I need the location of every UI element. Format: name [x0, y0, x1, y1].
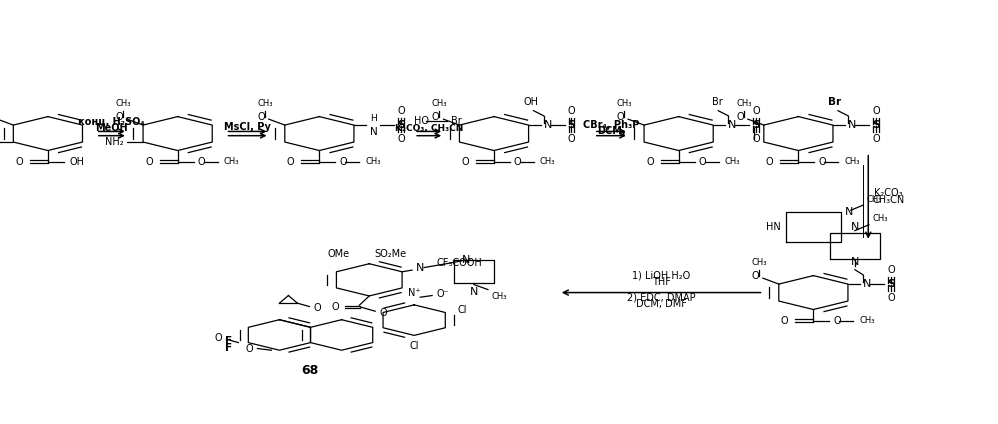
Text: O: O — [331, 302, 339, 312]
Text: CBr₄, Ph₃P: CBr₄, Ph₃P — [583, 120, 640, 130]
Text: O: O — [752, 134, 759, 145]
Text: Br: Br — [712, 97, 723, 107]
Text: O: O — [15, 156, 23, 167]
Text: O: O — [818, 156, 826, 167]
Text: O⁻: O⁻ — [436, 289, 449, 299]
Text: O: O — [872, 134, 879, 145]
Text: O: O — [246, 343, 253, 354]
Text: N: N — [848, 120, 856, 130]
Text: S: S — [887, 279, 895, 289]
Text: HO: HO — [414, 116, 429, 126]
Text: O: O — [646, 156, 654, 167]
Text: O: O — [286, 156, 294, 167]
Text: 68: 68 — [300, 365, 318, 377]
Text: CH₃: CH₃ — [725, 157, 741, 166]
Text: CH₃: CH₃ — [859, 316, 875, 325]
Text: O: O — [116, 112, 123, 123]
Text: N: N — [850, 257, 859, 267]
Text: O: O — [198, 156, 206, 167]
Text: K₂CO₃, CH₃CN: K₂CO₃, CH₃CN — [395, 124, 463, 133]
Text: CH₃: CH₃ — [224, 157, 240, 166]
Text: CH₃: CH₃ — [492, 292, 507, 301]
Text: CH₃: CH₃ — [737, 99, 751, 108]
Text: Cl: Cl — [409, 341, 419, 351]
Text: O: O — [379, 308, 387, 318]
Text: O: O — [617, 112, 624, 123]
Text: O: O — [765, 156, 773, 167]
Text: THF: THF — [652, 277, 671, 287]
Text: NH₂: NH₂ — [106, 137, 124, 147]
Text: O: O — [833, 315, 841, 326]
Text: конц. H₂SO₄: конц. H₂SO₄ — [79, 117, 145, 127]
Text: CH₃: CH₃ — [257, 99, 272, 108]
Text: S: S — [568, 120, 576, 130]
Text: O: O — [397, 106, 404, 116]
Text: MeOH: MeOH — [96, 123, 128, 134]
Text: O: O — [872, 106, 879, 116]
Text: K₂CO₃: K₂CO₃ — [874, 188, 902, 198]
Text: CF₃COOH: CF₃COOH — [436, 258, 482, 268]
Text: N: N — [729, 120, 737, 130]
Text: CH₃CN: CH₃CN — [872, 195, 904, 205]
Text: N: N — [863, 279, 871, 289]
Text: S: S — [397, 120, 405, 130]
Text: O: O — [780, 315, 788, 326]
Text: CH₃: CH₃ — [540, 157, 556, 166]
Text: N: N — [370, 127, 377, 137]
Text: CH₃: CH₃ — [844, 157, 860, 166]
Text: F: F — [226, 336, 233, 346]
Text: N⁺: N⁺ — [408, 288, 420, 298]
Text: O: O — [339, 156, 347, 167]
Text: 2) EDC, DMAP: 2) EDC, DMAP — [627, 293, 696, 303]
Text: H: H — [370, 114, 376, 123]
Text: HN: HN — [766, 222, 780, 232]
Text: O: O — [751, 271, 758, 282]
Text: O: O — [737, 112, 744, 123]
Text: OMe: OMe — [327, 249, 349, 259]
Text: CH₃: CH₃ — [365, 157, 381, 166]
Text: N: N — [416, 263, 424, 273]
Text: CH₃: CH₃ — [866, 195, 882, 204]
Text: O: O — [699, 156, 707, 167]
Text: O: O — [514, 156, 522, 167]
Text: 1) LiOH H₂O: 1) LiOH H₂O — [632, 271, 691, 281]
Text: O: O — [215, 333, 223, 343]
Text: O: O — [461, 156, 469, 167]
Text: N: N — [470, 287, 478, 297]
Text: N: N — [850, 221, 859, 232]
Text: CH₃: CH₃ — [617, 99, 632, 108]
Text: Cl: Cl — [457, 305, 467, 315]
Text: O: O — [887, 293, 894, 304]
Text: O: O — [432, 112, 439, 123]
Text: CH₃: CH₃ — [432, 99, 447, 108]
Text: Br: Br — [828, 97, 841, 107]
Text: CH₃: CH₃ — [0, 99, 1, 108]
Text: MsCl, Py: MsCl, Py — [225, 122, 270, 132]
Text: N: N — [462, 255, 470, 265]
Text: F: F — [226, 343, 233, 353]
Text: OH: OH — [70, 156, 85, 167]
Text: N: N — [544, 120, 552, 130]
Text: O: O — [257, 112, 264, 123]
Text: CH₃: CH₃ — [751, 258, 766, 267]
Text: DCM, DMF: DCM, DMF — [636, 299, 687, 310]
Text: O: O — [568, 106, 575, 116]
Text: O: O — [145, 156, 153, 167]
Text: O: O — [397, 134, 404, 145]
Text: Br: Br — [451, 116, 462, 126]
Text: O: O — [313, 303, 321, 313]
Text: S: S — [872, 120, 880, 130]
Text: S: S — [752, 120, 760, 130]
Text: CH₃: CH₃ — [116, 99, 131, 108]
Text: OH: OH — [523, 97, 538, 107]
Text: O: O — [568, 134, 575, 145]
Text: CH₃: CH₃ — [873, 214, 888, 223]
Text: O: O — [887, 265, 894, 275]
Text: N: N — [844, 207, 853, 217]
Text: DCM,: DCM, — [597, 126, 626, 136]
Text: SO₂Me: SO₂Me — [374, 249, 406, 259]
Text: O: O — [752, 106, 759, 116]
